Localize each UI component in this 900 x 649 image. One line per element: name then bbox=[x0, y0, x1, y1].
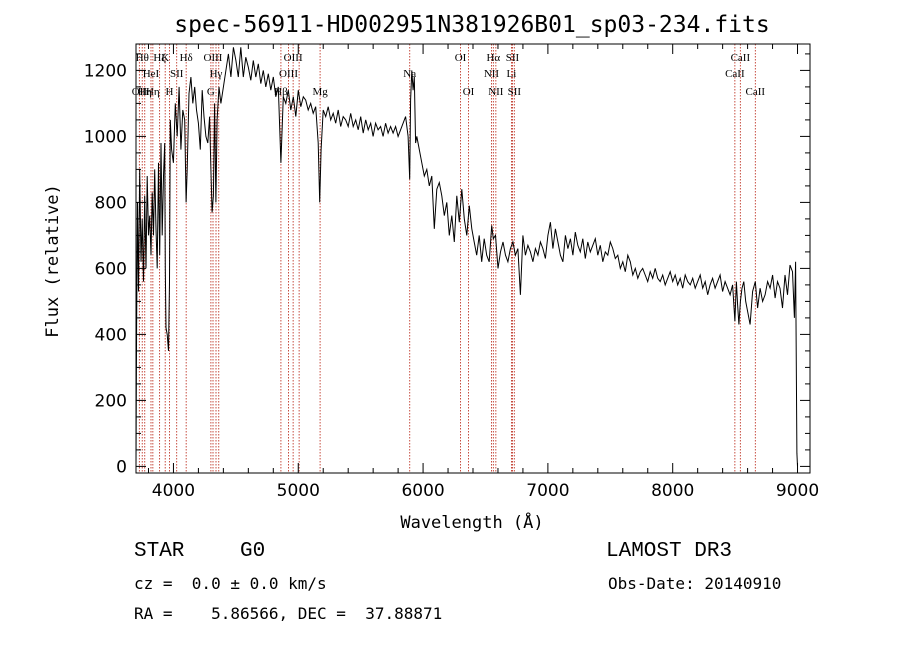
line-label-7: H bbox=[165, 86, 173, 98]
x-tick-label-2: 6000 bbox=[401, 481, 444, 501]
y-tick-label-0: 0 bbox=[116, 457, 127, 477]
x-tick-label-0: 4000 bbox=[152, 481, 195, 501]
obs-date-text: Obs-Date: 20140910 bbox=[608, 574, 782, 593]
line-label-19: Na bbox=[403, 68, 416, 80]
line-label-4: Hη bbox=[146, 86, 160, 98]
line-label-2: Hη bbox=[138, 86, 152, 98]
line-label-29: CaII bbox=[731, 52, 751, 64]
line-label-20: OI bbox=[455, 52, 467, 64]
line-label-22: NII bbox=[484, 68, 500, 80]
line-label-24: NII bbox=[488, 86, 504, 98]
x-tick-label-1: 5000 bbox=[277, 481, 320, 501]
chart-title: spec-56911-HD002951N381926B01_sp03-234.f… bbox=[174, 12, 769, 38]
x-tick-label-5: 9000 bbox=[776, 481, 819, 501]
y-tick-label-1: 200 bbox=[95, 391, 127, 411]
line-label-27: SII bbox=[508, 86, 522, 98]
x-tick-label-3: 7000 bbox=[526, 481, 569, 501]
y-tick-label-4: 800 bbox=[95, 193, 127, 213]
y-axis-ticks: 0 200 400 600 800 1000 1200 bbox=[84, 53, 810, 477]
class-label: STAR bbox=[134, 540, 185, 563]
y-tick-label-2: 400 bbox=[95, 325, 127, 345]
line-label-18: Mg bbox=[312, 86, 328, 98]
y-axis-label: Flux (relative) bbox=[43, 184, 63, 338]
line-label-6: K bbox=[161, 52, 169, 64]
spectrum-line bbox=[135, 47, 798, 467]
line-label-12: Hγ bbox=[210, 68, 223, 80]
line-label-30: CaII bbox=[746, 86, 766, 98]
y-tick-label-5: 1000 bbox=[84, 127, 127, 147]
spectral-line-labels: OIIHθHηHeIHηHζKHSIIHδGOIIIHγHβOIIIOIIIMg… bbox=[132, 52, 766, 98]
line-label-25: Li bbox=[507, 68, 517, 80]
spectral-line-markers bbox=[138, 44, 756, 473]
line-label-15: OIII bbox=[279, 68, 298, 80]
coordinates-text: RA = 5.86566, DEC = 37.88871 bbox=[134, 604, 443, 623]
line-label-5: Hζ bbox=[153, 52, 166, 64]
survey-label: LAMOST DR3 bbox=[606, 540, 733, 563]
line-label-16: OIII bbox=[284, 52, 303, 64]
x-axis-ticks: 4000 5000 6000 7000 8000 9000 bbox=[147, 44, 819, 501]
line-label-23: Hα bbox=[486, 52, 500, 64]
redshift-text: cz = 0.0 ± 0.0 km/s bbox=[134, 574, 327, 593]
line-label-21: OI bbox=[463, 86, 475, 98]
y-tick-label-3: 600 bbox=[95, 259, 127, 279]
x-tick-label-4: 8000 bbox=[651, 481, 694, 501]
plot-frame bbox=[135, 43, 811, 474]
line-label-1: Hθ bbox=[136, 52, 149, 64]
line-label-28: CaII bbox=[725, 68, 745, 80]
subclass-label: G0 bbox=[240, 540, 266, 563]
line-label-3: HeI bbox=[143, 68, 160, 80]
line-label-11: OIII bbox=[204, 52, 223, 64]
line-label-26: SII bbox=[506, 52, 520, 64]
x-axis-label: Wavelength (Å) bbox=[400, 511, 543, 533]
y-tick-label-6: 1200 bbox=[84, 61, 127, 81]
line-label-8: SII bbox=[170, 68, 184, 80]
line-label-9: Hδ bbox=[180, 52, 193, 64]
line-label-10: G bbox=[207, 86, 215, 98]
